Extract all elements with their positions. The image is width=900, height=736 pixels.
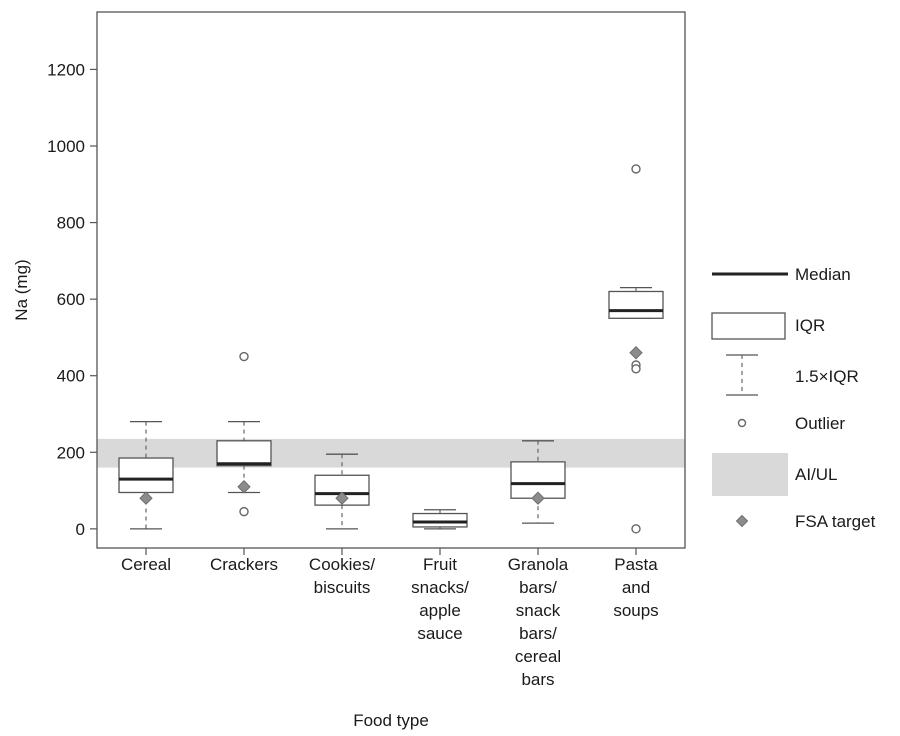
- y-tick-label: 800: [57, 214, 85, 233]
- legend-item-band: AI/UL: [712, 453, 838, 496]
- fsa-target-marker: [237, 480, 251, 494]
- y-axis-title: Na (mg): [12, 259, 31, 320]
- x-tick-label-line: Granola: [508, 555, 569, 574]
- legend-label: Median: [795, 265, 851, 284]
- y-tick-label: 1000: [47, 137, 85, 156]
- box-group: [412, 509, 468, 530]
- fsa-target-marker: [629, 346, 643, 360]
- outlier-point: [631, 164, 641, 174]
- x-tick-label-line: snack: [516, 601, 561, 620]
- y-tick-label: 200: [57, 443, 85, 462]
- iqr-box: [412, 512, 468, 528]
- x-tick-label: Granola bars/snack bars/cereal bars: [508, 555, 569, 689]
- legend-label: Outlier: [795, 414, 845, 433]
- legend: Median IQR 1.5×IQR Outlier AI/UL FSA target: [711, 265, 876, 531]
- x-tick-label-line: cereal: [515, 647, 561, 666]
- iqr-box: [118, 457, 174, 494]
- x-tick-label-line: soups: [613, 601, 658, 620]
- box-layer: [118, 164, 664, 555]
- y-tick-label: 600: [57, 290, 85, 309]
- box-group: [118, 421, 174, 530]
- x-tick-label-line: sauce: [417, 624, 462, 643]
- x-tick-label-line: bars/: [519, 624, 557, 643]
- fsa-target-marker: [335, 491, 349, 505]
- box-group: [608, 164, 664, 534]
- x-tick-label-line: Crackers: [210, 555, 278, 574]
- legend-label: FSA target: [795, 512, 876, 531]
- band-layer: [97, 438, 685, 468]
- legend-item-whisker: 1.5×IQR: [726, 354, 859, 396]
- x-tick-label-line: Fruit: [423, 555, 457, 574]
- x-tick-label-line: Cereal: [121, 555, 171, 574]
- box-group: [314, 453, 370, 530]
- ai-ul-band: [97, 438, 685, 468]
- y-tick-label: 1200: [47, 60, 85, 79]
- legend-item-outlier: Outlier: [737, 414, 845, 433]
- iqr-box: [608, 290, 664, 319]
- outlier-point: [631, 524, 641, 534]
- x-tick-label-line: bars: [521, 670, 554, 689]
- legend-label: AI/UL: [795, 465, 838, 484]
- x-tick-labels: Cereal Crackers Cookies/biscuits Fruit snack…: [121, 555, 659, 689]
- legend-label: 1.5×IQR: [795, 367, 859, 386]
- y-tick-label: 0: [76, 520, 85, 539]
- y-axis: 0 200 400 600 800 1000 1200: [47, 60, 97, 539]
- x-axis-title: Food type: [353, 711, 429, 730]
- legend-item-iqr: IQR: [711, 312, 825, 340]
- legend-outlier-swatch: [737, 418, 747, 428]
- x-tick-label-line: snacks/: [411, 578, 469, 597]
- x-tick-label: Crackers: [210, 555, 278, 574]
- legend-label: IQR: [795, 316, 825, 335]
- box-group: [510, 440, 566, 524]
- x-tick-label-line: and: [622, 578, 650, 597]
- iqr-box: [510, 461, 566, 499]
- plot-area-frame: [96, 11, 686, 549]
- x-tick-label: Cookies/biscuits: [309, 555, 375, 597]
- x-tick-label-line: Cookies/: [309, 555, 375, 574]
- legend-item-median: Median: [712, 265, 851, 284]
- fsa-target-marker: [531, 491, 545, 505]
- legend-item-fsa: FSA target: [735, 512, 876, 531]
- legend-fsa-swatch: [735, 514, 749, 528]
- x-tick-label: Pasta and soups: [613, 555, 658, 620]
- x-tick-label: Fruit snacks/apple sauce: [411, 555, 469, 643]
- x-tick-label-line: bars/: [519, 578, 557, 597]
- x-tick-label: Cereal: [121, 555, 171, 574]
- box-group: [216, 351, 272, 517]
- y-tick-label: 400: [57, 367, 85, 386]
- outlier-point: [239, 506, 249, 517]
- iqr-box: [216, 440, 272, 467]
- fsa-target-marker: [139, 491, 153, 505]
- x-tick-label-line: Pasta: [614, 555, 658, 574]
- legend-iqr-swatch: [711, 312, 786, 340]
- outlier-point: [631, 364, 641, 374]
- x-tick-label-line: biscuits: [314, 578, 371, 597]
- x-tick-label-line: apple: [419, 601, 461, 620]
- legend-band-swatch: [712, 453, 788, 496]
- outlier-point: [239, 351, 249, 362]
